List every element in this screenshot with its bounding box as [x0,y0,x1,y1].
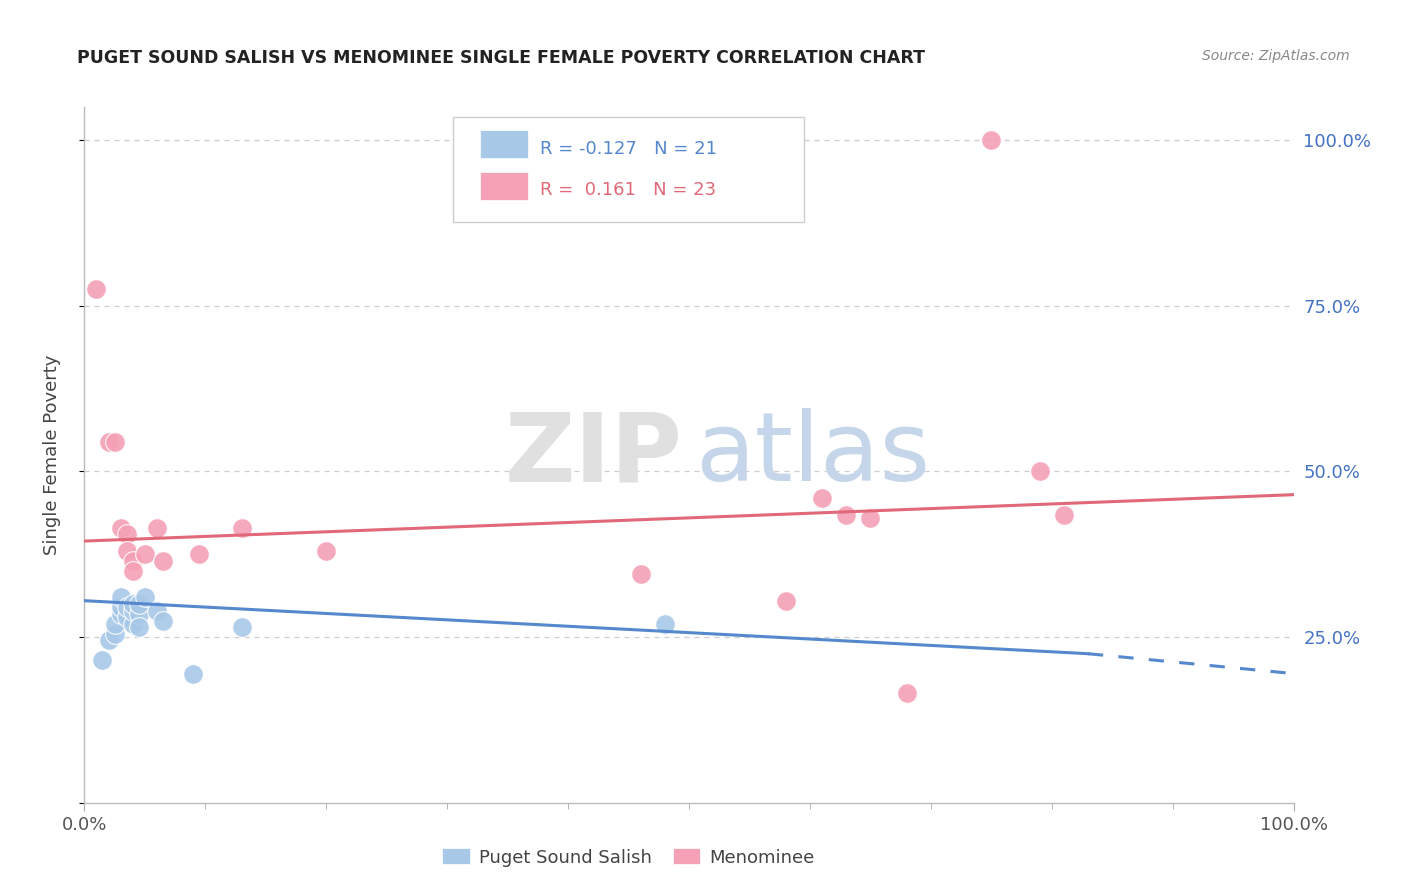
Point [128,607,150,621]
Point [181,666,204,681]
Point [110,591,132,605]
Point [231,521,253,535]
Point [91,653,114,667]
Point [654,616,676,631]
Point [152,614,174,628]
FancyBboxPatch shape [453,118,804,222]
Point [811,491,834,505]
Legend: Puget Sound Salish, Menominee: Puget Sound Salish, Menominee [436,841,821,874]
Point [121,604,143,618]
Point [1053,508,1076,522]
Text: PUGET SOUND SALISH VS MENOMINEE SINGLE FEMALE POVERTY CORRELATION CHART: PUGET SOUND SALISH VS MENOMINEE SINGLE F… [77,49,925,67]
Point [980,133,1002,147]
Point [115,600,138,615]
Point [121,616,143,631]
Point [630,567,652,582]
Text: atlas: atlas [695,409,931,501]
Point [146,604,169,618]
Point [110,607,132,621]
Point [110,521,132,535]
Point [97,434,120,449]
Point [128,597,150,611]
Point [315,544,337,558]
Point [231,620,253,634]
Point [1028,465,1050,479]
Point [104,616,127,631]
Point [152,554,174,568]
Point [115,610,138,624]
Point [134,591,156,605]
Point [104,627,127,641]
Point [110,600,132,615]
Point [104,434,127,449]
Point [859,511,882,525]
Text: ZIP: ZIP [505,409,683,501]
Point [121,597,143,611]
Point [121,554,143,568]
Point [115,544,138,558]
Point [188,547,211,561]
Point [835,508,858,522]
Point [134,547,156,561]
Y-axis label: Single Female Poverty: Single Female Poverty [42,355,60,555]
Text: R = -0.127   N = 21: R = -0.127 N = 21 [540,140,717,158]
Bar [479,130,529,158]
Text: Source: ZipAtlas.com: Source: ZipAtlas.com [1202,49,1350,63]
Point [146,521,169,535]
Point [896,686,918,700]
Bar [479,172,529,200]
Point [115,527,138,541]
Point [97,633,120,648]
Point [128,620,150,634]
Point [86,282,108,296]
Point [775,593,797,607]
Point [121,564,143,578]
Text: R =  0.161   N = 23: R = 0.161 N = 23 [540,181,716,200]
